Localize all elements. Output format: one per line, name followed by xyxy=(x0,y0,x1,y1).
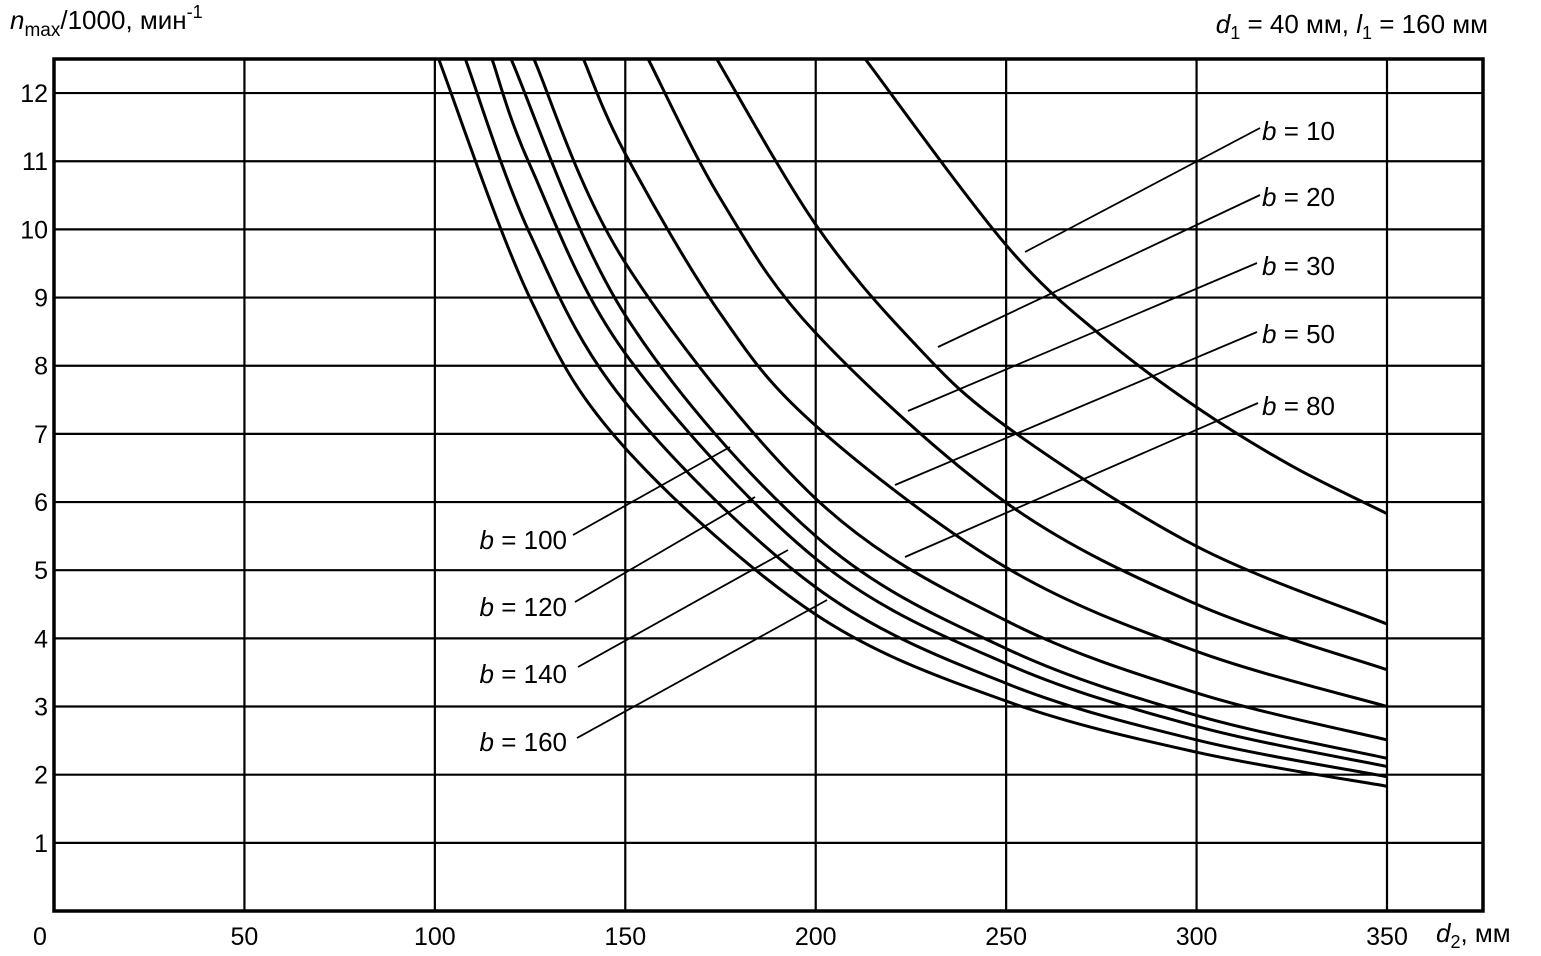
leader-line xyxy=(907,262,1258,412)
curve-b20 xyxy=(715,58,1388,626)
series-label: b = 80 xyxy=(1262,391,1335,421)
y-tick-label: 5 xyxy=(34,557,48,585)
grid xyxy=(54,59,1483,911)
series-label: b = 30 xyxy=(1262,251,1335,281)
series-label: b = 100 xyxy=(480,525,567,555)
y-axis-label: nmax/1000, мин-1 xyxy=(10,2,203,41)
y-tick-label: 10 xyxy=(20,216,48,244)
y-tick-label: 1 xyxy=(34,830,48,858)
series-label: b = 140 xyxy=(480,659,567,689)
curves xyxy=(437,58,1388,788)
y-tick-label: 11 xyxy=(22,148,48,176)
leader-line xyxy=(937,194,1261,348)
y-tick-label: 7 xyxy=(34,421,48,449)
series-label: b = 160 xyxy=(480,727,567,757)
leader-line xyxy=(576,599,828,739)
series-label: b = 20 xyxy=(1262,182,1335,212)
y-tick-label: 4 xyxy=(34,625,48,653)
y-tick-label: 8 xyxy=(34,353,48,381)
x-tick-label: 250 xyxy=(985,923,1027,951)
chart-parameters: d1 = 40 мм, l1 = 160 мм xyxy=(1216,9,1488,43)
x-tick-label: 0 xyxy=(33,923,47,951)
series-label: b = 50 xyxy=(1262,319,1335,349)
curve-b160 xyxy=(437,58,1388,788)
x-tick-label: 50 xyxy=(231,923,259,951)
y-tick-label: 2 xyxy=(34,762,48,790)
leader-line xyxy=(1024,127,1261,253)
y-tick-label: 3 xyxy=(34,694,48,722)
curve-b100 xyxy=(509,58,1388,760)
series-label: b = 10 xyxy=(1262,116,1335,146)
curve-b140 xyxy=(463,58,1388,779)
x-tick-label: 350 xyxy=(1366,923,1408,951)
x-tick-labels: 0 50 100 150 200 250 300 350 xyxy=(33,923,1408,951)
curve-b120 xyxy=(490,58,1388,768)
curve-b50 xyxy=(582,58,1388,708)
x-tick-label: 200 xyxy=(795,923,837,951)
y-tick-label: 12 xyxy=(20,80,48,108)
curve-b30 xyxy=(646,58,1388,672)
x-tick-label: 100 xyxy=(414,923,456,951)
curve-b10 xyxy=(864,58,1388,515)
x-tick-label: 300 xyxy=(1176,923,1218,951)
x-tick-label: 150 xyxy=(604,923,646,951)
y-tick-label: 9 xyxy=(34,285,48,313)
curve-b80 xyxy=(532,58,1388,742)
leader-line xyxy=(904,402,1259,558)
series-label: b = 120 xyxy=(480,592,567,622)
leader-lines xyxy=(572,127,1261,739)
leader-line xyxy=(894,331,1258,486)
y-tick-label: 6 xyxy=(34,489,48,517)
series-labels: b = 10 b = 20 b = 30 b = 50 b = 80 b = 100 b =… xyxy=(480,116,1336,757)
leader-line xyxy=(574,496,756,603)
plot-frame xyxy=(52,57,1485,913)
leader-line xyxy=(577,549,789,668)
leader-line xyxy=(572,446,731,536)
x-axis-label: d2, мм xyxy=(1436,918,1511,952)
